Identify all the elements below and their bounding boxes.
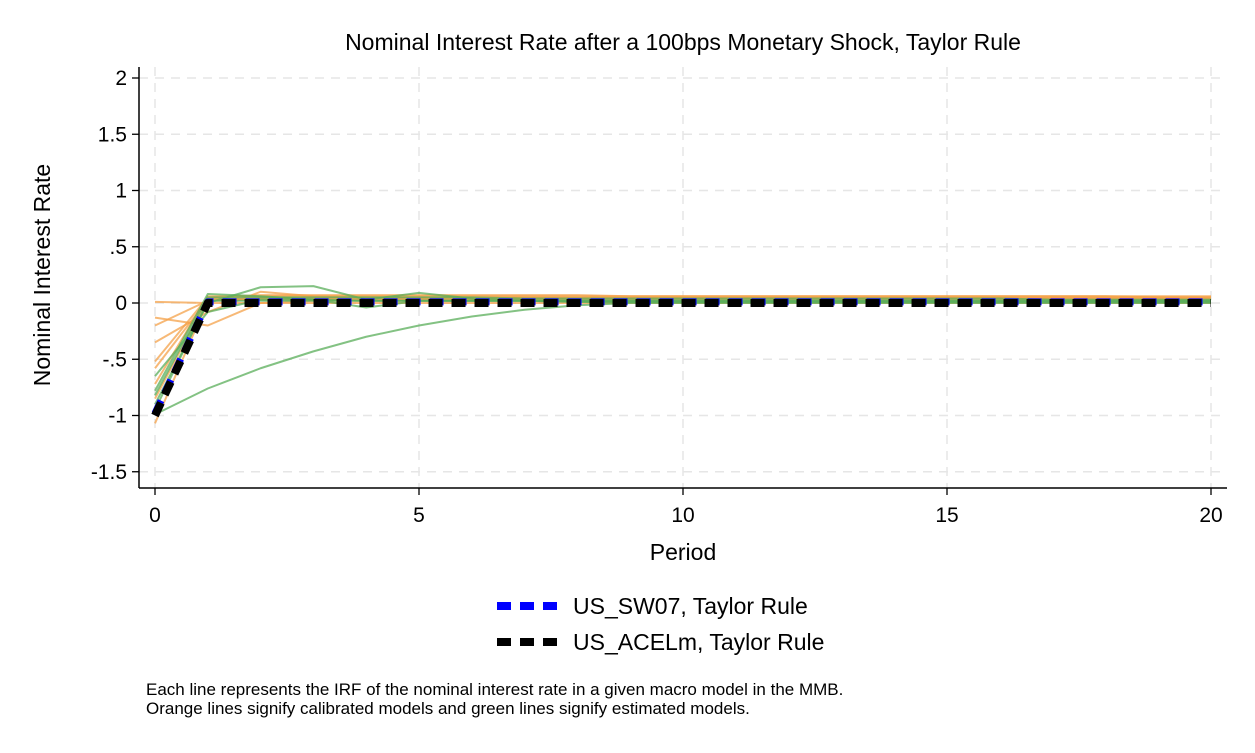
y-tick-label: 0 [115, 292, 127, 315]
y-tick-label: -1 [108, 405, 127, 428]
y-tick-label: 1.5 [98, 123, 127, 146]
note-line-1: Each line represents the IRF of the nomi… [146, 680, 844, 699]
chart-notes: Each line represents the IRF of the nomi… [146, 680, 843, 718]
y-tick-label: -1.5 [91, 461, 127, 484]
y-tick-label: -.5 [102, 348, 127, 371]
axes [132, 67, 1227, 495]
tick-labels: 21.51.50-.5-1-1.50 5 10 15 20 [91, 67, 1223, 527]
chart-title: Nominal Interest Rate after a 100bps Mon… [345, 29, 1021, 55]
calibrated-model-line [154, 295, 1211, 385]
legend-label-us_acelm: US_ACELm, Taylor Rule [573, 629, 824, 655]
chart-legend: US_SW07, Taylor Rule US_ACELm, Taylor Rul… [497, 593, 824, 655]
y-tick-label: .5 [109, 236, 127, 259]
x-tick-label: 15 [935, 504, 958, 527]
x-tick-label: 5 [413, 504, 425, 527]
grid-lines [139, 67, 1227, 488]
x-tick-label: 10 [671, 504, 694, 527]
x-tick-label: 0 [149, 504, 161, 527]
series-line-us_acelm [151, 299, 1211, 418]
y-tick-label: 1 [115, 180, 127, 203]
note-line-2: Orange lines signify calibrated models a… [146, 699, 750, 718]
x-axis-title: Period [650, 539, 716, 565]
x-tick-label: 20 [1199, 504, 1222, 527]
y-axis-title: Nominal Interest Rate [29, 164, 55, 386]
legend-label-us_sw07: US_SW07, Taylor Rule [573, 593, 808, 619]
y-tick-label: 2 [115, 67, 127, 90]
highlighted-irf-lines [151, 298, 1211, 418]
